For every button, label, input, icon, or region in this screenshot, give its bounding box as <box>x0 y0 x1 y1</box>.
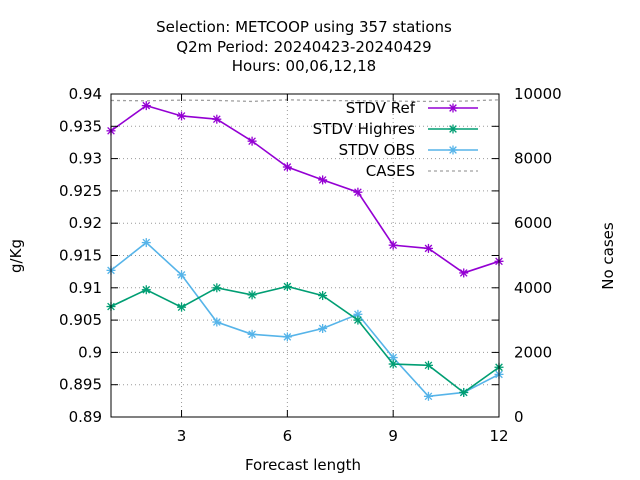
data-point <box>141 101 151 111</box>
series-line <box>110 99 500 103</box>
data-point <box>141 238 151 248</box>
y-tick-label: 0.92 <box>69 214 102 232</box>
data-point <box>212 317 222 327</box>
data-point <box>459 387 469 397</box>
axis-ticks: 0.89 0.895 0.9 0.905 0.91 0.915 0.92 0.925 0.93 0… <box>59 85 562 445</box>
y2-tick-label: 10000 <box>514 85 562 103</box>
data-point <box>318 323 328 333</box>
y2-tick-label: 8000 <box>514 150 552 168</box>
title-line-3: Hours: 00,06,12,18 <box>232 57 376 75</box>
data-point <box>423 391 433 401</box>
series-line <box>110 104 500 274</box>
data-point <box>318 175 328 185</box>
data-point <box>282 332 292 342</box>
y2-axis-label: No cases <box>599 222 617 290</box>
y-tick-label: 0.94 <box>69 85 102 103</box>
y-tick-label: 0.89 <box>69 408 102 426</box>
y2-tick-label: 0 <box>514 408 524 426</box>
y2-tick-label: 4000 <box>514 279 552 297</box>
data-point <box>177 302 187 312</box>
data-point <box>247 136 257 146</box>
y-tick-label: 0.905 <box>59 311 102 329</box>
data-point <box>448 124 458 134</box>
data-point <box>423 360 433 370</box>
data-point <box>318 291 328 301</box>
plot-border <box>110 93 500 418</box>
y-tick-label: 0.895 <box>59 376 102 394</box>
x-axis-label: Forecast length <box>245 456 361 474</box>
legend-label: STDV Highres <box>313 120 416 138</box>
title-line-2: Q2m Period: 20240423-20240429 <box>176 38 431 56</box>
data-point <box>388 359 398 369</box>
x-tick-label: 9 <box>388 427 398 445</box>
x-tick-label: 6 <box>283 427 293 445</box>
series-stdv-highres <box>106 282 504 397</box>
y-tick-label: 0.93 <box>69 150 102 168</box>
x-tick-label: 12 <box>489 427 508 445</box>
data-point <box>212 283 222 293</box>
legend-item: STDV Highres <box>313 120 478 138</box>
data-point <box>459 268 469 278</box>
y-tick-label: 0.915 <box>59 247 102 265</box>
series-line <box>110 241 500 398</box>
data-point <box>353 187 363 197</box>
legend-label: STDV Ref <box>346 99 416 117</box>
y-tick-label: 0.9 <box>78 343 102 361</box>
x-tick-label: 3 <box>177 427 187 445</box>
y2-tick-label: 2000 <box>514 343 552 361</box>
y-axis-label: g/Kg <box>7 239 25 273</box>
legend-label: CASES <box>366 162 415 180</box>
data-point <box>448 145 458 155</box>
data-point <box>177 270 187 280</box>
series-cases <box>110 99 500 103</box>
legend-label: STDV OBS <box>339 141 415 159</box>
legend: STDV Ref STDV Highres STDV OBS CASES <box>313 99 478 180</box>
data-point <box>388 240 398 250</box>
title-line-1: Selection: METCOOP using 357 stations <box>156 18 452 36</box>
data-point <box>448 103 458 113</box>
legend-item: STDV OBS <box>339 141 478 159</box>
data-point <box>353 309 363 319</box>
data-point <box>282 162 292 172</box>
y-tick-label: 0.91 <box>69 279 102 297</box>
grid <box>111 94 499 417</box>
data-point <box>212 114 222 124</box>
legend-item: CASES <box>366 162 478 180</box>
data-point <box>177 111 187 121</box>
y-tick-label: 0.925 <box>59 182 102 200</box>
y-tick-label: 0.935 <box>59 117 102 135</box>
data-point <box>247 290 257 300</box>
series-layer <box>106 99 504 401</box>
series-stdv-ref <box>106 101 504 278</box>
data-point <box>353 315 363 325</box>
data-point <box>423 243 433 253</box>
chart-title: Selection: METCOOP using 357 stations Q2… <box>156 18 452 75</box>
data-point <box>141 285 151 295</box>
data-point <box>282 282 292 292</box>
series-line <box>110 285 500 394</box>
legend-item: STDV Ref <box>346 99 478 117</box>
data-point <box>247 329 257 339</box>
y2-tick-label: 6000 <box>514 214 552 232</box>
